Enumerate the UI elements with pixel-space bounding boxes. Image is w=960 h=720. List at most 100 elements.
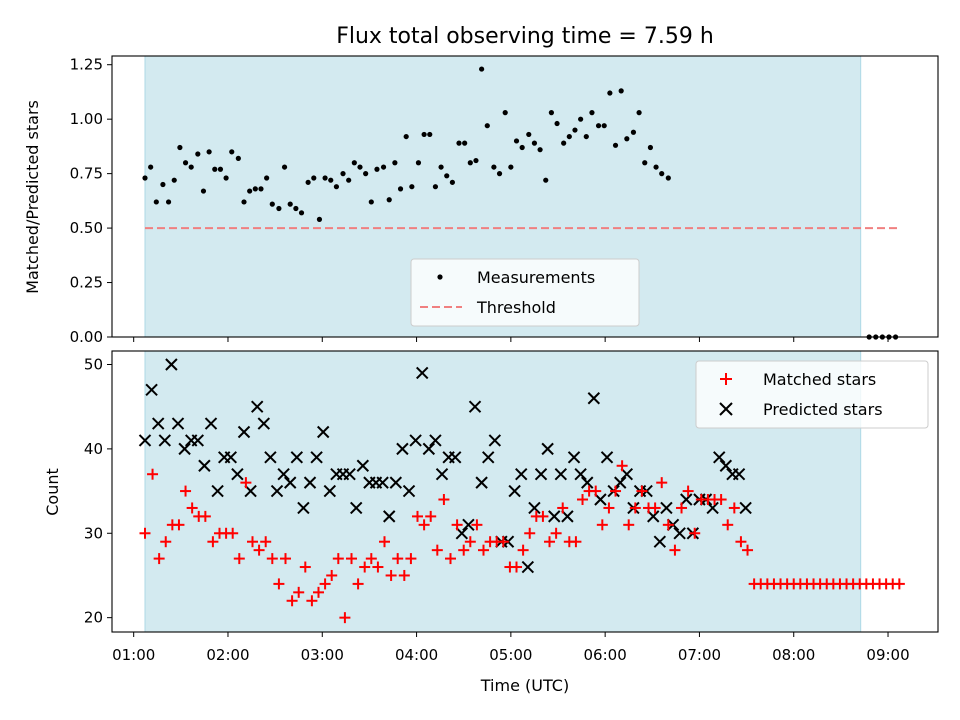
top-legend-box (410, 258, 640, 327)
measurement-point (380, 164, 387, 170)
top-chart-title: Flux total observing time = 7.59 h (336, 24, 714, 49)
bottom-x-tick-label: 04:00 (395, 646, 438, 664)
top-y-tick-label: 1.25 (70, 56, 103, 74)
top-y-tick-label: 0.75 (70, 165, 103, 183)
bottom-x-tick-label: 08:00 (772, 646, 815, 664)
top-legend: Measurements Threshold (410, 258, 640, 327)
measurement-point (311, 175, 317, 181)
bottom-x-tick-label: 09:00 (866, 646, 909, 664)
predicted-star-point (653, 535, 667, 548)
predicted-star-point (680, 493, 693, 506)
matched-star-point (326, 569, 338, 581)
matched-star-point (537, 510, 549, 522)
measurement-point (258, 186, 264, 192)
measurement-point (409, 184, 415, 190)
bottom-y-ticks: 20 30 40 50 (84, 356, 112, 627)
measurement-point (171, 177, 177, 183)
matched-star-point (557, 502, 569, 514)
predicted-star-point (548, 510, 561, 523)
matched-star-point (742, 544, 754, 556)
measurement-point (491, 164, 497, 170)
measurement-point (519, 144, 525, 151)
measurement-point (305, 179, 311, 185)
predicted-star-point (449, 451, 462, 464)
predicted-star-point (422, 442, 436, 456)
top-x-ticks (133, 337, 889, 342)
matched-star-point (260, 536, 272, 548)
measurement-point (647, 144, 654, 151)
legend-predicted-label: Predicted stars (763, 400, 883, 419)
predicted-star-point (462, 518, 475, 532)
predicted-star-point (343, 467, 356, 481)
matched-star-point (682, 485, 694, 497)
measurement-point (363, 171, 369, 177)
measurement-point (618, 88, 624, 94)
matched-star-point (735, 536, 747, 548)
predicted-star-point (231, 467, 244, 481)
predicted-star-point (409, 434, 422, 447)
measurement-point (374, 166, 380, 172)
matched-star-point (629, 502, 641, 514)
matched-star-point (332, 553, 344, 565)
measurement-point (449, 179, 455, 185)
top-y-ticks: 0.00 0.25 0.50 0.75 1.00 1.25 (70, 56, 112, 346)
top-y-tick-label: 0.50 (70, 219, 103, 237)
predicted-star-point (482, 451, 495, 464)
matched-star-point (253, 544, 265, 556)
legend-predicted-marker (719, 402, 733, 416)
measurement-point (281, 164, 288, 170)
measurement-point (456, 140, 462, 146)
predicted-star-point (244, 484, 257, 498)
predicted-star-point (284, 476, 297, 489)
matched-star-point (893, 578, 905, 590)
predicted-star-point (237, 425, 251, 439)
matched-star-point (240, 477, 252, 489)
bottom-x-tick-label: 03:00 (301, 646, 344, 664)
measurement-point (583, 133, 589, 140)
predicted-star-point (270, 484, 284, 498)
measurement-point (467, 160, 473, 166)
measurement-point (293, 205, 299, 212)
matched-star-point (478, 544, 490, 556)
matched-star-point (279, 553, 291, 565)
measurement-point (578, 116, 584, 122)
matched-star-point (497, 536, 509, 548)
top-y-tick-label: 0.00 (70, 328, 103, 346)
measurement-point (241, 199, 247, 205)
matched-star-point (186, 502, 198, 514)
predicted-star-point (732, 467, 746, 481)
legend-measurements-label: Measurements (477, 268, 595, 287)
measurement-point (392, 160, 398, 166)
top-panel: 0.00 0.25 0.50 0.75 1.00 1.25 Flux total obse… (23, 24, 939, 346)
measurement-point (462, 140, 468, 146)
bottom-x-tick-label: 07:00 (678, 646, 721, 664)
top-y-tick-label: 1.00 (70, 110, 103, 128)
predicted-star-point (587, 392, 601, 405)
matched-star-point (662, 519, 674, 531)
matched-star-point (570, 536, 582, 548)
predicted-star-point (376, 476, 389, 489)
matched-star-point (266, 553, 278, 565)
predicted-star-point (396, 442, 409, 456)
matched-star-point (458, 544, 470, 556)
predicted-star-point (475, 476, 488, 489)
measurement-point (386, 197, 392, 203)
matched-star-point (346, 553, 358, 565)
measurement-point (223, 175, 229, 181)
predicted-star-point (165, 358, 178, 371)
matched-star-point (147, 468, 159, 480)
measurement-point (252, 186, 258, 192)
matched-star-point (233, 553, 245, 565)
measurement-point (554, 120, 560, 127)
predicted-star-point (567, 451, 581, 464)
measurement-point (636, 110, 642, 116)
matched-star-point (153, 553, 165, 565)
matched-star-point (418, 519, 430, 531)
bottom-y-tick-label: 30 (84, 524, 103, 542)
matched-star-point (636, 485, 648, 497)
measurement-point (316, 216, 323, 222)
bottom-x-tick-label: 06:00 (584, 646, 627, 664)
matched-star-point (293, 586, 305, 598)
measurement-point (165, 199, 172, 205)
top-y-tick-label: 0.25 (70, 274, 103, 292)
